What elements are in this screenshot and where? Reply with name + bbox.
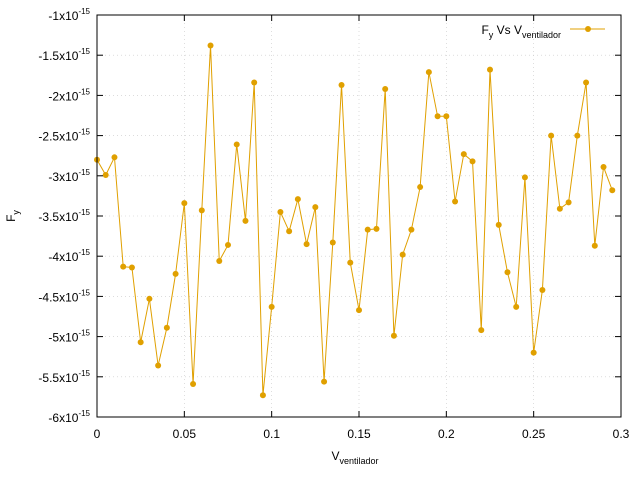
data-point [487,66,493,73]
y-tick-label: -3x10-15 [48,168,90,184]
data-point [504,269,511,276]
data-point [251,79,258,86]
data-point [495,221,502,228]
data-point [591,242,598,249]
legend-marker-sample [585,26,591,32]
data-point [128,264,135,271]
data-point [460,151,467,158]
data-point [521,174,528,181]
data-point [382,85,389,92]
data-point [146,295,153,302]
x-tick-label: 0.3 [613,427,630,441]
data-point [163,324,170,331]
data-point [513,303,520,310]
series-fy-vs-v [94,42,616,399]
data-point [111,154,118,161]
y-tick-label: -1.5x10-15 [38,47,90,63]
data-point [408,226,415,233]
series-line [96,45,613,396]
legend: Fy Vs Vventilador [481,23,605,40]
data-point [268,303,275,310]
data-point [225,241,231,248]
data-point [556,205,563,212]
data-point [172,270,179,277]
y-axis-label: Fy [4,210,21,222]
x-axis: 0 0.05 0.1 0.15 0.2 0.25 0.3 [94,15,630,441]
data-point [583,79,590,86]
data-point [277,208,284,215]
y-tick-label: -4x10-15 [48,248,90,264]
data-point [120,263,127,270]
data-point [242,217,249,224]
data-point [443,113,450,120]
data-point [600,163,607,170]
data-point [417,184,424,191]
data-point [452,198,459,205]
data-point [609,187,616,194]
y-tick-label: -3.5x10-15 [38,208,90,224]
data-point [312,204,319,211]
y-tick-label: -5x10-15 [48,329,90,345]
y-tick-label: -2x10-15 [48,87,90,103]
data-point [181,200,188,207]
data-point [425,69,432,76]
x-tick-label: 0.25 [522,427,546,441]
data-point [469,158,476,165]
data-point [530,349,537,356]
x-tick-label: 0.15 [347,427,371,441]
x-axis-label: Vventilador [331,449,378,466]
data-point [478,327,485,334]
data-point [216,258,223,265]
data-point [434,113,441,120]
y-tick-label: -5.5x10-15 [38,369,90,385]
data-point [338,81,345,88]
data-point [373,225,380,232]
data-point [390,332,397,339]
data-point [565,199,572,206]
data-point [294,196,301,203]
data-point [259,392,266,399]
y-axis: -1x10-15 -1.5x10-15 -2x10-15 -2.5x10-15 -3x1… [38,7,621,425]
data-point [207,42,214,49]
y-tick-label: -1x10-15 [48,7,90,23]
data-point [286,228,293,235]
data-point [102,172,109,178]
data-point [233,141,240,148]
data-point [399,251,406,258]
x-tick-label: 0.1 [263,427,280,441]
data-point [574,132,581,139]
x-tick-label: 0.2 [438,427,455,441]
data-point [364,226,371,233]
legend-label: Fy Vs Vventilador [481,23,561,40]
data-point [347,259,354,266]
data-point [329,239,336,246]
grid [97,15,621,417]
data-point [137,339,144,346]
data-point [303,241,310,248]
data-point [155,362,162,369]
data-point [548,132,555,139]
x-tick-label: 0 [94,427,101,441]
data-point [190,381,197,388]
y-tick-label: -4.5x10-15 [38,288,90,304]
data-point [539,286,546,293]
data-point [321,378,328,385]
y-tick-label: -6x10-15 [48,409,90,425]
y-tick-label: -2.5x10-15 [38,128,90,144]
data-point [198,207,205,214]
x-tick-label: 0.05 [173,427,197,441]
data-point [356,307,362,314]
